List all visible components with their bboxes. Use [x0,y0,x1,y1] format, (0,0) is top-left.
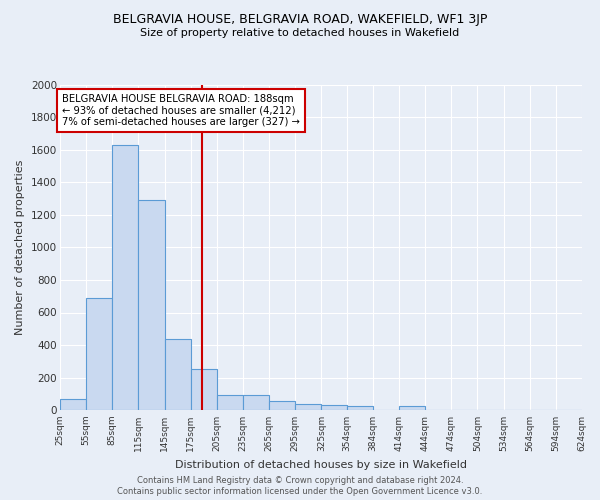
Bar [86,298,112,410]
Bar [217,394,243,410]
X-axis label: Distribution of detached houses by size in Wakefield: Distribution of detached houses by size … [175,460,467,469]
Text: BELGRAVIA HOUSE, BELGRAVIA ROAD, WAKEFIELD, WF1 3JP: BELGRAVIA HOUSE, BELGRAVIA ROAD, WAKEFIE… [113,12,487,26]
Bar [243,396,269,410]
Y-axis label: Number of detached properties: Number of detached properties [16,160,25,335]
Bar [112,145,139,410]
Text: Contains HM Land Registry data © Crown copyright and database right 2024.: Contains HM Land Registry data © Crown c… [137,476,463,485]
Text: Contains public sector information licensed under the Open Government Licence v3: Contains public sector information licen… [118,487,482,496]
Bar [164,338,191,410]
Bar [295,404,322,410]
Bar [399,406,425,410]
Bar [269,401,295,410]
Bar [139,200,164,410]
Bar [191,368,217,410]
Text: Size of property relative to detached houses in Wakefield: Size of property relative to detached ho… [140,28,460,38]
Bar [347,406,373,410]
Text: BELGRAVIA HOUSE BELGRAVIA ROAD: 188sqm
← 93% of detached houses are smaller (4,2: BELGRAVIA HOUSE BELGRAVIA ROAD: 188sqm ←… [62,94,299,127]
Bar [60,398,86,410]
Bar [322,405,347,410]
